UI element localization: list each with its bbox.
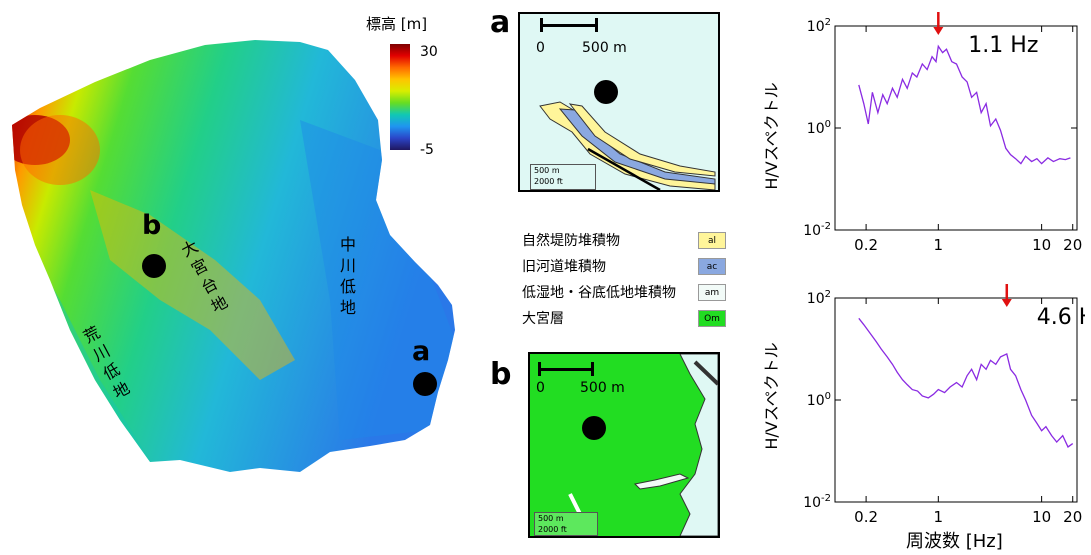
plot-frame [834, 25, 1078, 231]
railway-line [587, 147, 661, 190]
elevation-region [12, 40, 455, 472]
hv-spectrum-line [858, 44, 1071, 165]
peak-frequency-label: 1.1 Hz [968, 33, 1038, 58]
site-a-location [594, 80, 618, 104]
peak-frequency-label: 4.6 Hz [1037, 305, 1085, 330]
lowland-deposit-area [679, 354, 718, 536]
scale-zero-a: 0 [536, 40, 545, 56]
x-tick-label: 10 [1032, 236, 1051, 254]
inset-scale-m: 500 m [534, 166, 560, 175]
site-a-marker [413, 372, 437, 396]
road-line [693, 360, 718, 386]
y-tick-label: 10-2 [803, 493, 831, 511]
valley-deposit [633, 473, 690, 490]
x-tick-label: 0.2 [854, 508, 878, 526]
panel-label-a: a [490, 5, 511, 40]
site-b-marker [142, 254, 166, 278]
scale-length-a: 500 m [582, 40, 627, 56]
scale-bar-b [538, 368, 594, 371]
y-tick-label: 102 [807, 17, 831, 35]
inset-scale-m: 500 m [538, 514, 564, 523]
elevation-map [12, 40, 455, 472]
hv-spectrum-chart-b: 0.2 1 10 20 102 100 10-2 4.6 Hz [803, 284, 1085, 526]
geology-map-a: 0 500 m 500 m 2000 ft [518, 12, 720, 192]
site-b-location [582, 416, 606, 440]
y-tick-label: 100 [807, 119, 831, 137]
site-b-label: b [142, 210, 162, 241]
colorbar-title: 標高 [m] [366, 15, 428, 33]
colorbar-max-label: 30 [420, 44, 438, 60]
x-tick-label: 1 [934, 508, 944, 526]
scale-zero-b: 0 [536, 380, 545, 396]
scale-bar-tick [595, 18, 598, 32]
hv-a-ylabel: H/Vスペクトル [762, 82, 781, 190]
geology-map-b: 0 500 m 500 m 2000 ft [528, 352, 720, 538]
inset-scale-ft: 2000 ft [538, 525, 567, 534]
y-tick-label: 10-2 [803, 221, 831, 239]
peak-arrow-head [933, 27, 944, 35]
natural-levee-deposit [568, 103, 716, 177]
scale-bar-a [540, 24, 598, 27]
legend-swatch-ac: ac [698, 258, 726, 275]
nakagawa-lowland-label: 中川低地 [339, 235, 356, 317]
legend-swatch-om: Om [698, 310, 726, 327]
inset-scale-b: 500 m 2000 ft [534, 512, 598, 536]
legend-label-am: 低湿地・谷底低地堆積物 [522, 285, 676, 301]
x-tick-label: 0.2 [854, 236, 878, 254]
peak-arrow-head [1001, 299, 1012, 307]
scale-bar-tick [538, 362, 541, 376]
legend-swatch-al: al [698, 232, 726, 249]
legend-label-om: 大宮層 [522, 311, 564, 327]
hv-spectrum-chart-a: 0.2 1 10 20 102 100 10-2 1.1 Hz [803, 12, 1082, 254]
site-a-label: a [412, 336, 431, 367]
inset-scale-a: 500 m 2000 ft [530, 164, 596, 190]
scale-length-b: 500 m [580, 380, 625, 396]
legend-label-ac: 旧河道堆積物 [522, 259, 606, 275]
elevation-colorbar [390, 44, 410, 150]
panel-label-b: b [490, 357, 512, 392]
inset-scale-ft: 2000 ft [534, 177, 563, 186]
x-tick-label: 20 [1063, 236, 1082, 254]
colorbar-min-label: -5 [420, 142, 434, 158]
frequency-axis-label: 周波数 [Hz] [906, 531, 1003, 552]
legend-swatch-am: am [698, 284, 726, 301]
y-tick-label: 100 [807, 391, 831, 409]
scale-bar-tick [591, 362, 594, 376]
x-tick-label: 20 [1063, 508, 1082, 526]
y-tick-label: 102 [807, 289, 831, 307]
scale-bar-tick [540, 18, 543, 32]
hv-spectrum-line [858, 317, 1074, 448]
x-tick-label: 10 [1032, 508, 1051, 526]
legend-label-al: 自然堤防堆積物 [522, 233, 620, 249]
hv-b-ylabel: H/Vスペクトル [762, 342, 781, 450]
x-tick-label: 1 [934, 236, 944, 254]
